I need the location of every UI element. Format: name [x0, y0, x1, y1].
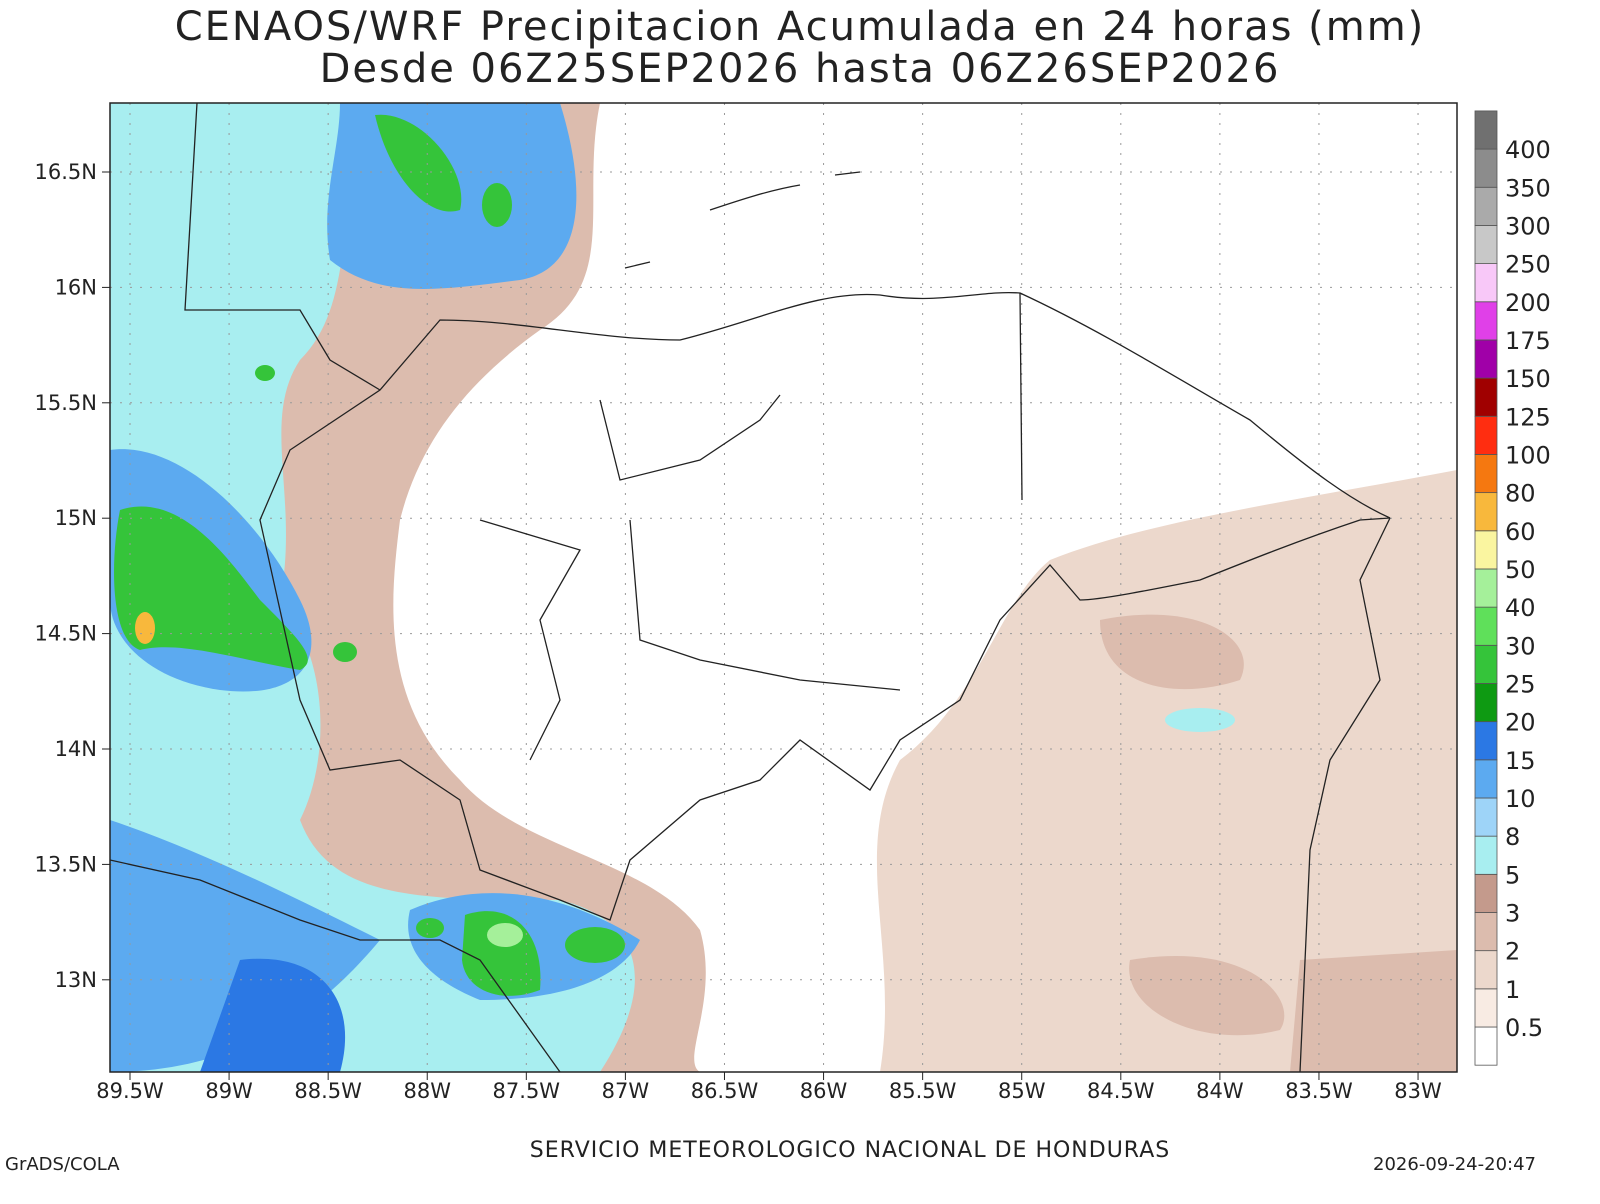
colorbar-swatch — [1474, 912, 1498, 952]
lon-label: 84W — [1196, 1079, 1244, 1103]
colorbar-swatch — [1474, 415, 1498, 455]
footer-right: 2026-09-24-20:47 — [1373, 1154, 1536, 1175]
lat-label: 13N — [55, 968, 97, 992]
colorbar-swatch — [1474, 988, 1498, 1028]
colorbar-label: 15 — [1505, 747, 1536, 775]
lon-label: 88.5W — [294, 1079, 362, 1103]
colorbar-swatch — [1474, 1026, 1498, 1066]
colorbar-label: 80 — [1505, 480, 1536, 508]
axes: 89.5W 89W 88.5W 88W 87.5W 87W 86.5W 86W 85.5W 85W… — [35, 160, 1442, 1103]
subtitle: Desde 06Z25SEP2026 hasta 06Z26SEP2026 — [320, 46, 1281, 92]
lat-label: 15.5N — [35, 391, 97, 415]
precip-field — [110, 103, 1457, 1072]
colorbar-label: 300 — [1505, 212, 1551, 240]
colorbar-swatch — [1474, 110, 1498, 150]
colorbar-swatch — [1474, 797, 1498, 837]
title: CENAOS/WRF Precipitacion Acumulada en 24… — [175, 4, 1426, 50]
frame — [109, 102, 1458, 1073]
colorbar-label: 1 — [1505, 976, 1520, 1004]
colorbar-label: 125 — [1505, 403, 1551, 431]
colorbar-label: 400 — [1505, 136, 1551, 164]
graticule — [110, 103, 1457, 1072]
colorbar-swatch — [1474, 301, 1498, 341]
colorbar: 0.5 1 2 3 5 8 10 15 20 25 30 40 50 60 80 100 125 150 175 20… — [1474, 110, 1551, 1066]
colorbar-label: 2 — [1505, 938, 1520, 966]
lon-label: 83.5W — [1285, 1079, 1353, 1103]
colorbar-swatch — [1474, 530, 1498, 570]
lat-label: 16.5N — [35, 160, 97, 184]
colorbar-label: 8 — [1505, 823, 1520, 851]
colorbar-swatch — [1474, 339, 1498, 379]
colorbar-label: 5 — [1505, 861, 1520, 889]
colorbar-label: 250 — [1505, 251, 1551, 279]
colorbar-label: 40 — [1505, 594, 1536, 622]
lon-label: 88W — [403, 1079, 451, 1103]
lon-label: 87.5W — [493, 1079, 561, 1103]
colorbar-swatch — [1474, 225, 1498, 264]
lon-label: 87W — [602, 1079, 650, 1103]
colorbar-label: 100 — [1505, 441, 1551, 469]
colorbar-swatch — [1474, 606, 1498, 646]
footer-left: GrADS/COLA — [5, 1154, 120, 1175]
colorbar-label: 150 — [1505, 365, 1551, 393]
colorbar-label: 25 — [1505, 670, 1536, 698]
colorbar-swatch — [1474, 950, 1498, 990]
lon-label: 85W — [998, 1079, 1046, 1103]
colorbar-label: 0.5 — [1505, 1014, 1543, 1042]
lon-label: 86W — [800, 1079, 848, 1103]
footer-center: SERVICIO METEOROLOGICO NACIONAL DE HONDU… — [530, 1138, 1170, 1163]
colorbar-label: 60 — [1505, 518, 1536, 546]
lon-label: 89W — [205, 1079, 253, 1103]
colorbar-swatch — [1474, 377, 1498, 417]
colorbar-label: 50 — [1505, 556, 1536, 584]
lat-label: 14.5N — [35, 622, 97, 646]
colorbar-swatch — [1474, 721, 1498, 761]
colorbar-label: 350 — [1505, 174, 1551, 202]
colorbar-swatch — [1474, 492, 1498, 532]
colorbar-label: 200 — [1505, 289, 1551, 317]
lon-label: 83W — [1394, 1079, 1442, 1103]
lon-label: 86.5W — [691, 1079, 759, 1103]
colorbar-label: 10 — [1505, 785, 1536, 813]
lon-label: 89.5W — [96, 1079, 164, 1103]
lon-label: 84.5W — [1087, 1079, 1155, 1103]
colorbar-swatch — [1474, 454, 1498, 494]
colorbar-swatch — [1474, 148, 1498, 188]
colorbar-swatch — [1474, 263, 1498, 303]
colorbar-label: 20 — [1505, 709, 1536, 737]
colorbar-swatch — [1474, 568, 1498, 608]
colorbar-swatch — [1474, 873, 1498, 913]
colorbar-label: 175 — [1505, 327, 1551, 355]
colorbar-swatch — [1474, 759, 1498, 799]
lat-label: 14N — [55, 737, 97, 761]
lat-label: 15N — [55, 506, 97, 530]
lat-label: 13.5N — [35, 852, 97, 876]
boundaries — [110, 103, 1391, 1072]
colorbar-swatch — [1474, 644, 1498, 684]
colorbar-swatch — [1474, 835, 1498, 875]
colorbar-swatch — [1474, 186, 1498, 226]
colorbar-swatch — [1474, 683, 1498, 723]
lon-label: 85.5W — [889, 1079, 957, 1103]
colorbar-label: 30 — [1505, 632, 1536, 660]
lat-label: 16N — [55, 275, 97, 299]
colorbar-label: 3 — [1505, 899, 1520, 927]
